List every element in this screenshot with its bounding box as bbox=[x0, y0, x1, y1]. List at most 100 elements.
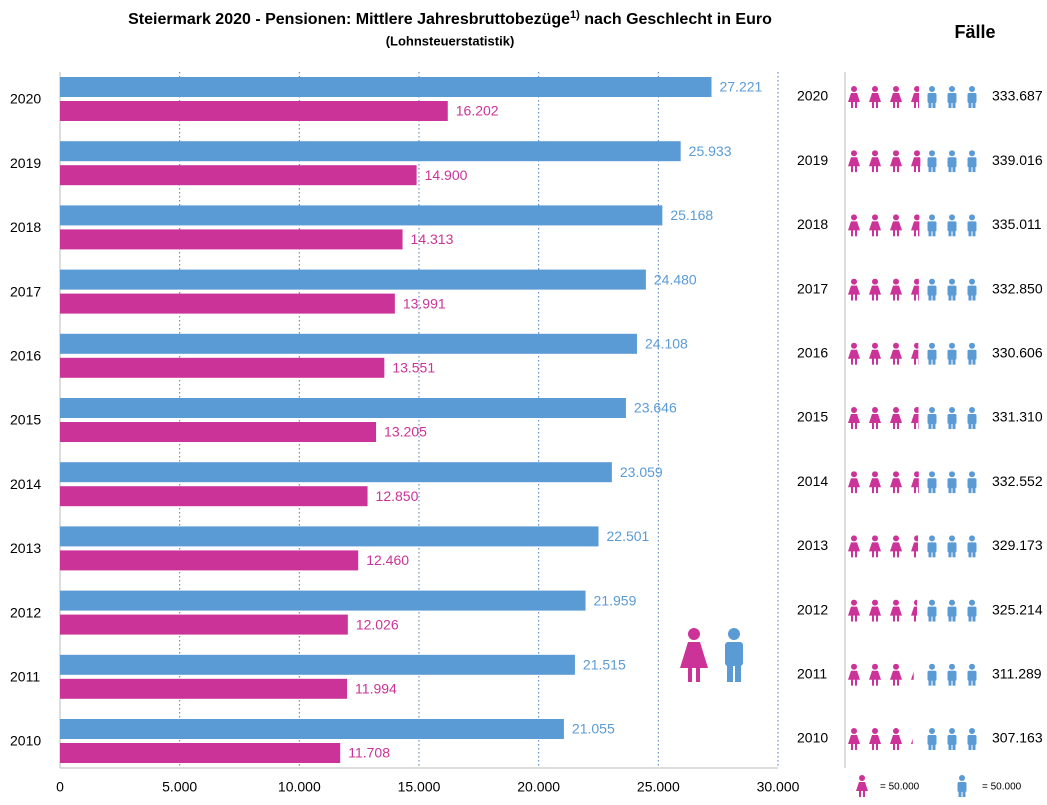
head bbox=[851, 342, 857, 349]
leg bbox=[972, 679, 976, 686]
man-icon bbox=[927, 278, 937, 301]
head bbox=[949, 599, 955, 606]
leg bbox=[932, 487, 936, 494]
head bbox=[969, 342, 975, 349]
leg bbox=[893, 229, 895, 237]
head bbox=[949, 150, 955, 157]
leg bbox=[948, 102, 952, 108]
leg bbox=[855, 743, 857, 750]
body bbox=[911, 221, 920, 231]
leg bbox=[918, 486, 919, 494]
body bbox=[869, 221, 881, 231]
man-icon bbox=[947, 535, 957, 558]
leg bbox=[855, 229, 857, 237]
leg bbox=[948, 166, 952, 173]
data-label: 13.551 bbox=[392, 360, 435, 376]
body bbox=[947, 542, 957, 553]
body bbox=[947, 157, 957, 168]
man-icon bbox=[967, 214, 977, 237]
head bbox=[969, 407, 975, 413]
head bbox=[914, 471, 919, 478]
man-icon bbox=[967, 599, 977, 622]
leg bbox=[968, 358, 972, 365]
head bbox=[872, 278, 878, 285]
x-tick-label: 5.000 bbox=[162, 779, 197, 795]
body bbox=[890, 93, 902, 102]
leg bbox=[855, 614, 857, 622]
man-icon bbox=[947, 214, 957, 237]
head bbox=[969, 214, 975, 221]
woman-icon bbox=[890, 535, 902, 558]
cases-value: 339.016 bbox=[992, 152, 1043, 168]
leg bbox=[872, 422, 874, 429]
head bbox=[929, 728, 935, 734]
body bbox=[927, 349, 937, 360]
body bbox=[911, 349, 919, 359]
man-icon bbox=[967, 407, 977, 429]
leg bbox=[948, 294, 952, 301]
leg bbox=[855, 165, 857, 173]
head bbox=[893, 342, 899, 349]
x-tick-label: 25.000 bbox=[637, 779, 680, 795]
woman-icon bbox=[848, 342, 860, 365]
leg bbox=[972, 744, 976, 750]
leg bbox=[918, 165, 920, 173]
cases-value: 332.552 bbox=[992, 473, 1043, 489]
leg bbox=[972, 102, 976, 108]
woman-icon bbox=[869, 471, 881, 494]
man-icon bbox=[927, 663, 937, 686]
leg bbox=[952, 102, 956, 108]
head bbox=[893, 150, 899, 157]
leg bbox=[948, 230, 952, 237]
leg bbox=[968, 230, 972, 237]
head bbox=[851, 663, 857, 670]
head bbox=[914, 150, 920, 157]
data-label: 23.646 bbox=[634, 400, 677, 416]
head bbox=[893, 471, 899, 478]
head bbox=[929, 663, 935, 670]
leg bbox=[893, 486, 895, 494]
y-tick-label: 2016 bbox=[10, 348, 41, 364]
head bbox=[969, 535, 975, 542]
cases-year: 2012 bbox=[797, 601, 828, 617]
bar bbox=[60, 462, 612, 483]
leg bbox=[851, 293, 853, 301]
body bbox=[967, 221, 977, 232]
leg bbox=[948, 423, 952, 429]
leg bbox=[863, 790, 865, 797]
head bbox=[929, 471, 935, 478]
leg bbox=[876, 614, 878, 622]
leg bbox=[928, 166, 932, 173]
leg bbox=[876, 293, 878, 301]
bar bbox=[60, 654, 575, 675]
leg bbox=[897, 101, 899, 108]
cases-value: 325.214 bbox=[992, 601, 1043, 617]
body bbox=[967, 93, 977, 103]
leg bbox=[851, 743, 853, 750]
leg bbox=[893, 614, 895, 622]
man-icon bbox=[947, 407, 957, 429]
cases-year: 2020 bbox=[797, 88, 828, 104]
man-icon bbox=[947, 150, 957, 173]
leg bbox=[897, 550, 899, 558]
body bbox=[869, 478, 881, 488]
leg bbox=[851, 229, 853, 237]
head bbox=[969, 599, 975, 606]
body bbox=[947, 285, 957, 296]
leg bbox=[897, 357, 899, 365]
woman-icon bbox=[890, 728, 902, 750]
man-icon bbox=[927, 150, 937, 173]
head bbox=[872, 471, 878, 478]
title-superscript: 1) bbox=[570, 9, 580, 21]
leg bbox=[928, 615, 932, 622]
head bbox=[969, 728, 975, 734]
leg bbox=[876, 486, 878, 494]
leg bbox=[855, 422, 857, 429]
head bbox=[872, 214, 878, 221]
leg bbox=[968, 166, 972, 173]
data-label: 11.994 bbox=[355, 681, 397, 697]
leg bbox=[876, 229, 878, 237]
head bbox=[914, 214, 920, 221]
bar bbox=[60, 678, 348, 699]
leg bbox=[876, 165, 878, 173]
